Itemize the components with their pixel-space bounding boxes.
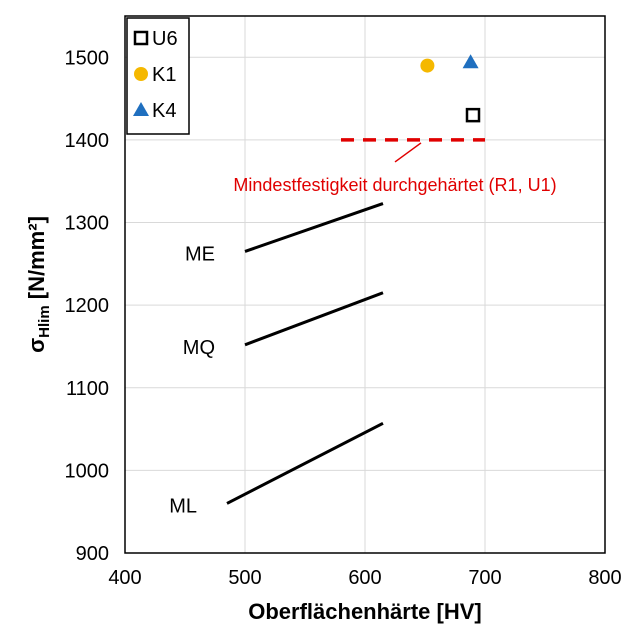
point-k1 bbox=[420, 58, 435, 73]
legend-label-k4: K4 bbox=[152, 100, 176, 122]
grid-lines bbox=[125, 16, 605, 553]
annotation-mindestfestigkeit: Mindestfestigkeit durchgehärtet (R1, U1) bbox=[233, 175, 556, 195]
line-me bbox=[244, 202, 384, 253]
y-tick-label: 1400 bbox=[65, 130, 110, 152]
y-tick-label: 1100 bbox=[66, 378, 109, 400]
y-tick-labels: 900 1000 1100 1200 1300 1400 1500 bbox=[65, 47, 110, 565]
line-label-ml: ML bbox=[169, 495, 197, 517]
y-tick-label: 1500 bbox=[65, 47, 110, 69]
legend-marker-k4 bbox=[133, 102, 149, 116]
x-tick-label: 700 bbox=[468, 567, 501, 589]
plot-area-border bbox=[124, 15, 606, 554]
legend-marker-u6 bbox=[133, 30, 149, 46]
x-tick-labels: 400 500 600 700 800 bbox=[108, 567, 621, 589]
reference-line-group: Mindestfestigkeit durchgehärtet (R1, U1) bbox=[233, 138, 557, 195]
x-tick-label: 800 bbox=[588, 567, 621, 589]
point-k4 bbox=[462, 54, 479, 69]
line-series-group: ME MQ ML bbox=[169, 202, 384, 517]
line-mq bbox=[244, 291, 384, 347]
x-tick-label: 500 bbox=[228, 567, 261, 589]
y-axis-title-subscript: Hlim bbox=[36, 305, 53, 338]
point-u6 bbox=[465, 107, 481, 123]
y-axis-title-unit: [N/mm²] bbox=[24, 216, 49, 305]
y-axis-title-symbol: σ bbox=[24, 338, 49, 353]
line-label-mq: MQ bbox=[183, 337, 215, 359]
annotation-leader-line bbox=[394, 142, 422, 163]
y-tick-label: 900 bbox=[76, 543, 109, 565]
x-tick-label: 400 bbox=[108, 567, 141, 589]
legend-marker-k1 bbox=[134, 67, 148, 81]
y-tick-label: 1300 bbox=[65, 213, 110, 235]
y-tick-label: 1200 bbox=[65, 295, 110, 317]
y-axis-title: σHlim [N/mm²] bbox=[24, 216, 53, 353]
x-tick-label: 600 bbox=[348, 567, 381, 589]
legend-label-k1: K1 bbox=[152, 64, 176, 86]
legend: U6 K1 K4 bbox=[126, 17, 190, 135]
y-tick-label: 1000 bbox=[65, 460, 110, 482]
scatter-points-group bbox=[420, 54, 481, 123]
x-axis-title: Oberflächenhärte [HV] bbox=[248, 599, 482, 624]
line-ml bbox=[226, 421, 384, 505]
line-label-me: ME bbox=[185, 243, 215, 265]
legend-label-u6: U6 bbox=[152, 28, 178, 50]
